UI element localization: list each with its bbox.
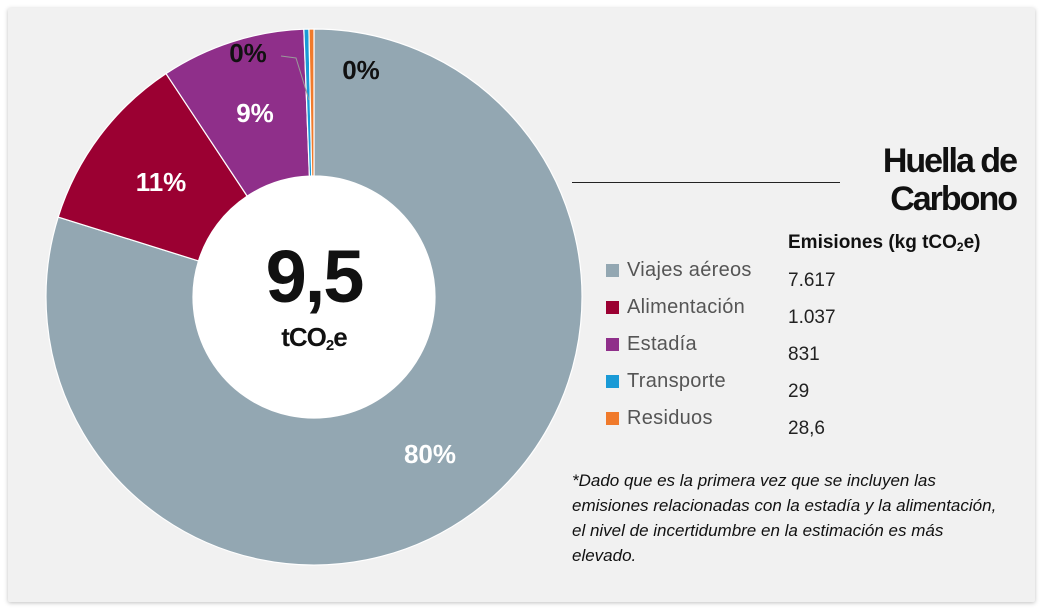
value-viajes-aereos: 7.617	[788, 269, 836, 291]
pct-label-alimentacion: 11%	[136, 167, 187, 197]
value-transporte: 29	[788, 380, 810, 402]
center-total-unit: tCO2e	[281, 322, 348, 354]
pct-label-estadia: 9%	[236, 98, 274, 128]
legend-item-estadia: Estadía	[606, 326, 752, 363]
legend-swatch	[606, 375, 619, 388]
leader-line-transporte	[280, 55, 310, 101]
legend-label: Transporte	[627, 370, 726, 392]
pct-label-viajes-aereos: 80%	[404, 439, 456, 469]
value-residuos: 28,6	[788, 417, 825, 439]
footnote: *Dado que es la primera vez que se inclu…	[572, 471, 997, 565]
legend-label: Viajes aéreos	[627, 259, 752, 281]
legend-label: Residuos	[627, 407, 713, 429]
donut-hole	[193, 176, 435, 418]
center-total-value: 9,5	[265, 235, 365, 318]
legend-swatch	[606, 264, 619, 277]
legend-item-alimentacion: Alimentación	[606, 289, 752, 326]
value-alimentacion: 1.037	[788, 306, 836, 328]
pct-label-residuos: 0%	[342, 55, 380, 85]
legend-swatch	[606, 412, 619, 425]
legend-label: Estadía	[627, 333, 697, 355]
title-divider	[572, 182, 840, 183]
value-estadia: 831	[788, 343, 820, 365]
values-column: 7.617 1.037 831 29 28,6	[788, 262, 836, 447]
legend-swatch	[606, 338, 619, 351]
pct-label-transporte: 0%	[229, 38, 267, 68]
legend-item-viajes-aereos: Viajes aéreos	[606, 252, 752, 289]
legend: Viajes aéreos Alimentación Estadía Trans…	[606, 252, 752, 437]
legend-item-transporte: Transporte	[606, 363, 752, 400]
legend-swatch	[606, 301, 619, 314]
legend-label: Alimentación	[627, 296, 746, 318]
legend-item-residuos: Residuos	[606, 400, 752, 437]
chart-title: Huella de Carbono	[882, 142, 1018, 218]
values-header: Emisiones (kg tCO2e)	[788, 232, 981, 254]
